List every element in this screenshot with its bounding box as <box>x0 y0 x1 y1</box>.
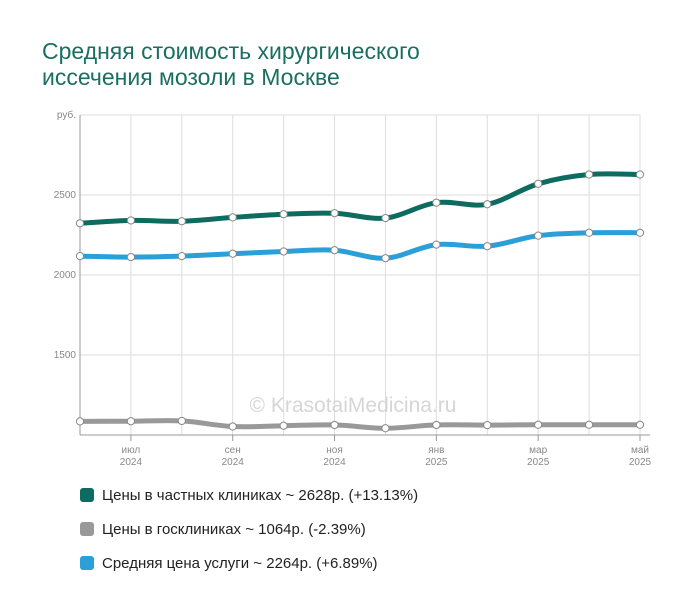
x-tick-label-month: ноя <box>326 445 343 456</box>
series-point-1 <box>126 417 136 426</box>
legend: Цены в частных клиниках ~ 2628р. (+13.13… <box>80 485 418 587</box>
series-point-2 <box>635 228 645 237</box>
line-chart: 150020002500руб.июл2024сен2024ноя2024янв… <box>54 109 652 468</box>
series-point-1 <box>381 424 390 433</box>
x-tick-label-year: 2025 <box>629 457 652 468</box>
x-tick-label-year: 2025 <box>527 457 550 468</box>
series-line-2 <box>77 230 643 261</box>
series-point-1 <box>635 420 645 429</box>
legend-item-public[interactable]: Цены в госклиниках ~ 1064р. (-2.39%) <box>80 519 418 539</box>
series-line-1 <box>77 418 643 431</box>
series-point-0 <box>177 217 186 226</box>
chart-title: Средняя стоимость хирургического иссечен… <box>42 38 420 90</box>
series-point-2 <box>126 252 136 262</box>
legend-swatch-public <box>80 522 94 536</box>
series-point-2 <box>381 254 390 263</box>
series-point-1 <box>228 422 237 431</box>
legend-swatch-private <box>80 488 94 502</box>
series-point-0 <box>584 170 594 179</box>
series-point-0 <box>330 209 339 218</box>
chart-title-line-2: иссечения мозоли в Москве <box>42 64 340 90</box>
series-point-1 <box>534 420 543 429</box>
y-tick-label: 2000 <box>54 270 77 281</box>
x-tick-label-year: 2025 <box>425 457 448 468</box>
series-point-0 <box>228 213 237 222</box>
x-tick-label-month: сен <box>225 445 241 456</box>
series-point-0 <box>279 210 288 219</box>
series-point-2 <box>279 247 288 256</box>
y-tick-label: 1500 <box>54 350 77 361</box>
legend-swatch-average <box>80 556 94 570</box>
legend-item-average[interactable]: Средняя цена услуги ~ 2264р. (+6.89%) <box>80 553 418 573</box>
watermark-text: © KrasotaiMedicina.ru <box>250 394 457 417</box>
x-tick-label-month: май <box>631 445 649 456</box>
series-point-1 <box>432 420 441 430</box>
series-point-2 <box>483 242 492 251</box>
x-tick-label-year: 2024 <box>323 457 346 468</box>
x-tick-label-year: 2024 <box>222 457 245 468</box>
series-point-2 <box>534 231 543 240</box>
series-point-2 <box>584 228 594 237</box>
x-tick-label-month: мар <box>529 445 547 456</box>
x-tick-label-month: июл <box>122 445 141 456</box>
series-point-0 <box>635 170 645 179</box>
legend-label-public: Цены в госклиниках ~ 1064р. (-2.39%) <box>102 520 366 538</box>
x-tick-label-year: 2024 <box>120 457 143 468</box>
series-point-2 <box>432 240 441 249</box>
y-unit-label: руб. <box>57 109 76 121</box>
series-point-2 <box>330 246 339 255</box>
x-tick-label-month: янв <box>428 445 444 456</box>
series-point-0 <box>126 216 136 225</box>
series-point-2 <box>75 252 85 261</box>
legend-label-private: Цены в частных клиниках ~ 2628р. (+13.13… <box>102 486 419 504</box>
series-point-0 <box>534 179 543 188</box>
series-point-1 <box>75 417 85 426</box>
series-point-0 <box>432 198 441 207</box>
series-point-2 <box>177 252 186 261</box>
legend-label-average: Средняя цена услуги ~ 2264р. (+6.89%) <box>102 554 378 572</box>
series-point-2 <box>228 249 237 258</box>
series-point-1 <box>330 420 339 430</box>
series-point-1 <box>584 420 594 429</box>
series-point-0 <box>75 219 85 228</box>
series-point-1 <box>177 416 186 426</box>
series-point-0 <box>483 200 492 209</box>
legend-item-private[interactable]: Цены в частных клиниках ~ 2628р. (+13.13… <box>80 485 418 505</box>
series-point-1 <box>279 421 288 430</box>
series-line-0 <box>77 171 643 226</box>
series-point-0 <box>381 213 390 223</box>
y-tick-label: 2500 <box>54 190 77 201</box>
series-point-1 <box>483 420 492 430</box>
chart-title-line-1: Средняя стоимость хирургического <box>42 38 420 64</box>
